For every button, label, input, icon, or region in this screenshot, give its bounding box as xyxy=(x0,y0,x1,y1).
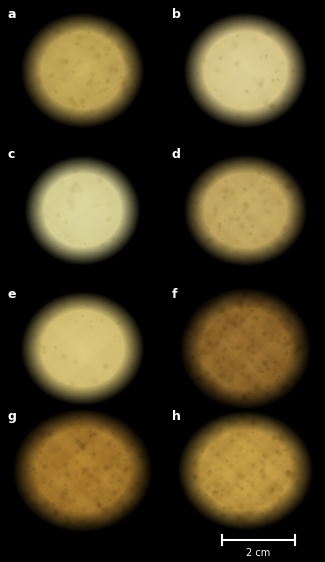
Text: a: a xyxy=(8,8,17,21)
Text: d: d xyxy=(172,148,181,161)
Text: e: e xyxy=(8,288,17,301)
Text: f: f xyxy=(172,288,177,301)
Text: h: h xyxy=(172,410,181,423)
Text: 2 cm: 2 cm xyxy=(246,548,271,558)
Text: b: b xyxy=(172,8,181,21)
Text: c: c xyxy=(8,148,15,161)
Text: g: g xyxy=(8,410,17,423)
